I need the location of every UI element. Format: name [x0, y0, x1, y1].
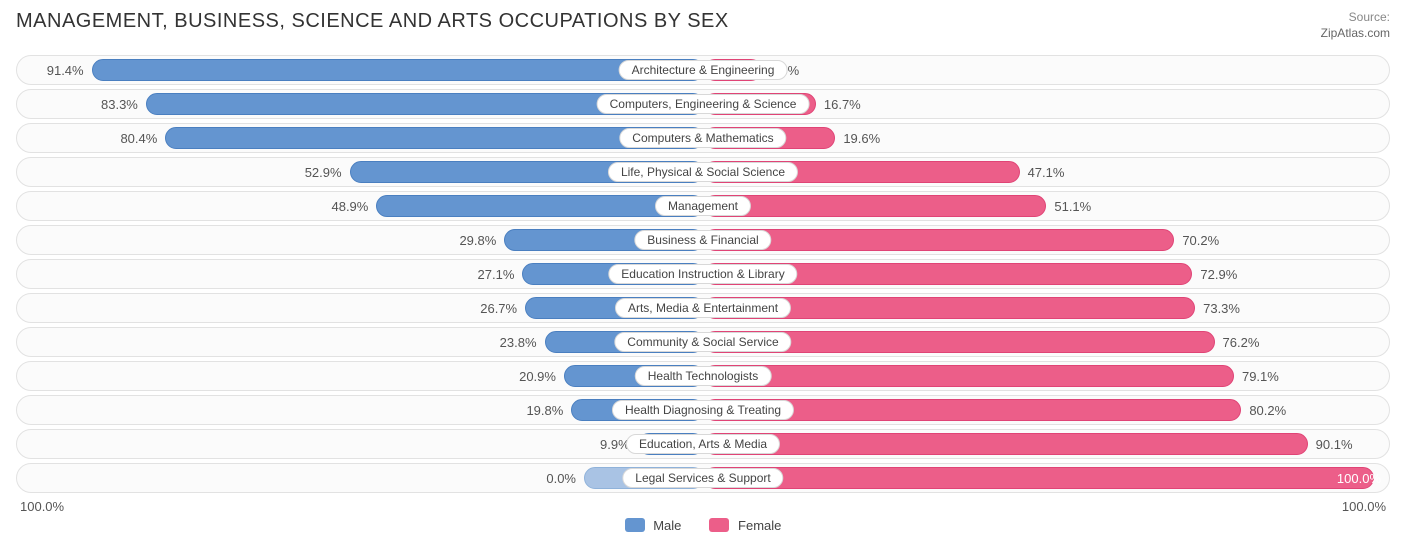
- x-axis: 100.0% 100.0%: [16, 499, 1390, 514]
- male-value: 26.7%: [480, 294, 517, 323]
- category-label: Health Technologists: [635, 366, 772, 386]
- category-label: Life, Physical & Social Science: [608, 162, 798, 182]
- legend-female-label: Female: [738, 518, 781, 533]
- chart-row: 20.9% 79.1% Health Technologists: [16, 361, 1390, 391]
- chart-row: 23.8% 76.2% Community & Social Service: [16, 327, 1390, 357]
- female-value: 47.1%: [1028, 158, 1065, 187]
- female-value: 72.9%: [1200, 260, 1237, 289]
- chart-header: MANAGEMENT, BUSINESS, SCIENCE AND ARTS O…: [16, 10, 1390, 41]
- axis-left-label: 100.0%: [20, 499, 64, 514]
- category-label: Management: [655, 196, 751, 216]
- chart-row: 9.9%90.1%Education, Arts & Media: [16, 429, 1390, 459]
- chart-row: 48.9% 51.1% Management: [16, 191, 1390, 221]
- male-value: 20.9%: [519, 362, 556, 391]
- female-value: 73.3%: [1203, 294, 1240, 323]
- category-label: Architecture & Engineering: [619, 60, 788, 80]
- chart-row: 80.4% 19.6% Computers & Mathematics: [16, 123, 1390, 153]
- chart-row: 26.7% 73.3% Arts, Media & Entertainment: [16, 293, 1390, 323]
- female-value: 76.2%: [1223, 328, 1260, 357]
- female-value: 19.6%: [843, 124, 880, 153]
- legend-male-label: Male: [653, 518, 681, 533]
- category-label: Arts, Media & Entertainment: [615, 298, 791, 318]
- category-label: Business & Financial: [634, 230, 771, 250]
- female-bar: [704, 229, 1174, 251]
- male-value: 19.8%: [526, 396, 563, 425]
- legend-male-swatch: [625, 518, 645, 532]
- category-label: Community & Social Service: [614, 332, 791, 352]
- chart-row: 19.8% 80.2% Health Diagnosing & Treating: [16, 395, 1390, 425]
- female-bar: [704, 195, 1046, 217]
- female-bar: [704, 467, 1374, 489]
- source-attribution: Source: ZipAtlas.com: [1321, 10, 1390, 41]
- male-value: 52.9%: [305, 158, 342, 187]
- chart-row: 29.8% 70.2% Business & Financial: [16, 225, 1390, 255]
- category-label: Computers & Mathematics: [619, 128, 786, 148]
- category-label: Legal Services & Support: [622, 468, 783, 488]
- female-value: 90.1%: [1316, 430, 1353, 459]
- female-value: 79.1%: [1242, 362, 1279, 391]
- legend-female-swatch: [709, 518, 729, 532]
- chart-row: 91.4%8.6%Architecture & Engineering: [16, 55, 1390, 85]
- male-value: 29.8%: [459, 226, 496, 255]
- axis-right-label: 100.0%: [1342, 499, 1386, 514]
- chart-rows: 91.4%8.6%Architecture & Engineering 83.3%…: [16, 55, 1390, 493]
- chart-row: 27.1% 72.9% Education Instruction & Librar…: [16, 259, 1390, 289]
- category-label: Education Instruction & Library: [608, 264, 797, 284]
- female-value: 80.2%: [1249, 396, 1286, 425]
- category-label: Computers, Engineering & Science: [597, 94, 810, 114]
- chart-row: 0.0% 100.0% Legal Services & Support: [16, 463, 1390, 493]
- category-label: Health Diagnosing & Treating: [612, 400, 794, 420]
- chart-row: 52.9% 47.1% Life, Physical & Social Scienc…: [16, 157, 1390, 187]
- male-value: 27.1%: [478, 260, 515, 289]
- female-bar: [704, 365, 1234, 387]
- male-value: 48.9%: [331, 192, 368, 221]
- female-value: 16.7%: [824, 90, 861, 119]
- source-label: Source:: [1349, 10, 1390, 24]
- chart-title: MANAGEMENT, BUSINESS, SCIENCE AND ARTS O…: [16, 10, 729, 33]
- male-bar: [92, 59, 704, 81]
- legend-male: Male: [625, 518, 682, 533]
- male-value: 80.4%: [120, 124, 157, 153]
- category-label: Education, Arts & Media: [626, 434, 780, 454]
- source-site: ZipAtlas.com: [1321, 26, 1390, 40]
- male-value: 0.0%: [546, 464, 576, 493]
- legend-female: Female: [709, 518, 781, 533]
- chart-row: 83.3% 16.7% Computers, Engineering & Scien…: [16, 89, 1390, 119]
- male-value: 23.8%: [500, 328, 537, 357]
- female-value: 51.1%: [1054, 192, 1091, 221]
- female-bar: [704, 433, 1308, 455]
- female-value: 100.0%: [1337, 464, 1381, 493]
- male-value: 91.4%: [47, 56, 84, 85]
- male-value: 83.3%: [101, 90, 138, 119]
- legend: Male Female: [16, 518, 1390, 533]
- female-value: 70.2%: [1182, 226, 1219, 255]
